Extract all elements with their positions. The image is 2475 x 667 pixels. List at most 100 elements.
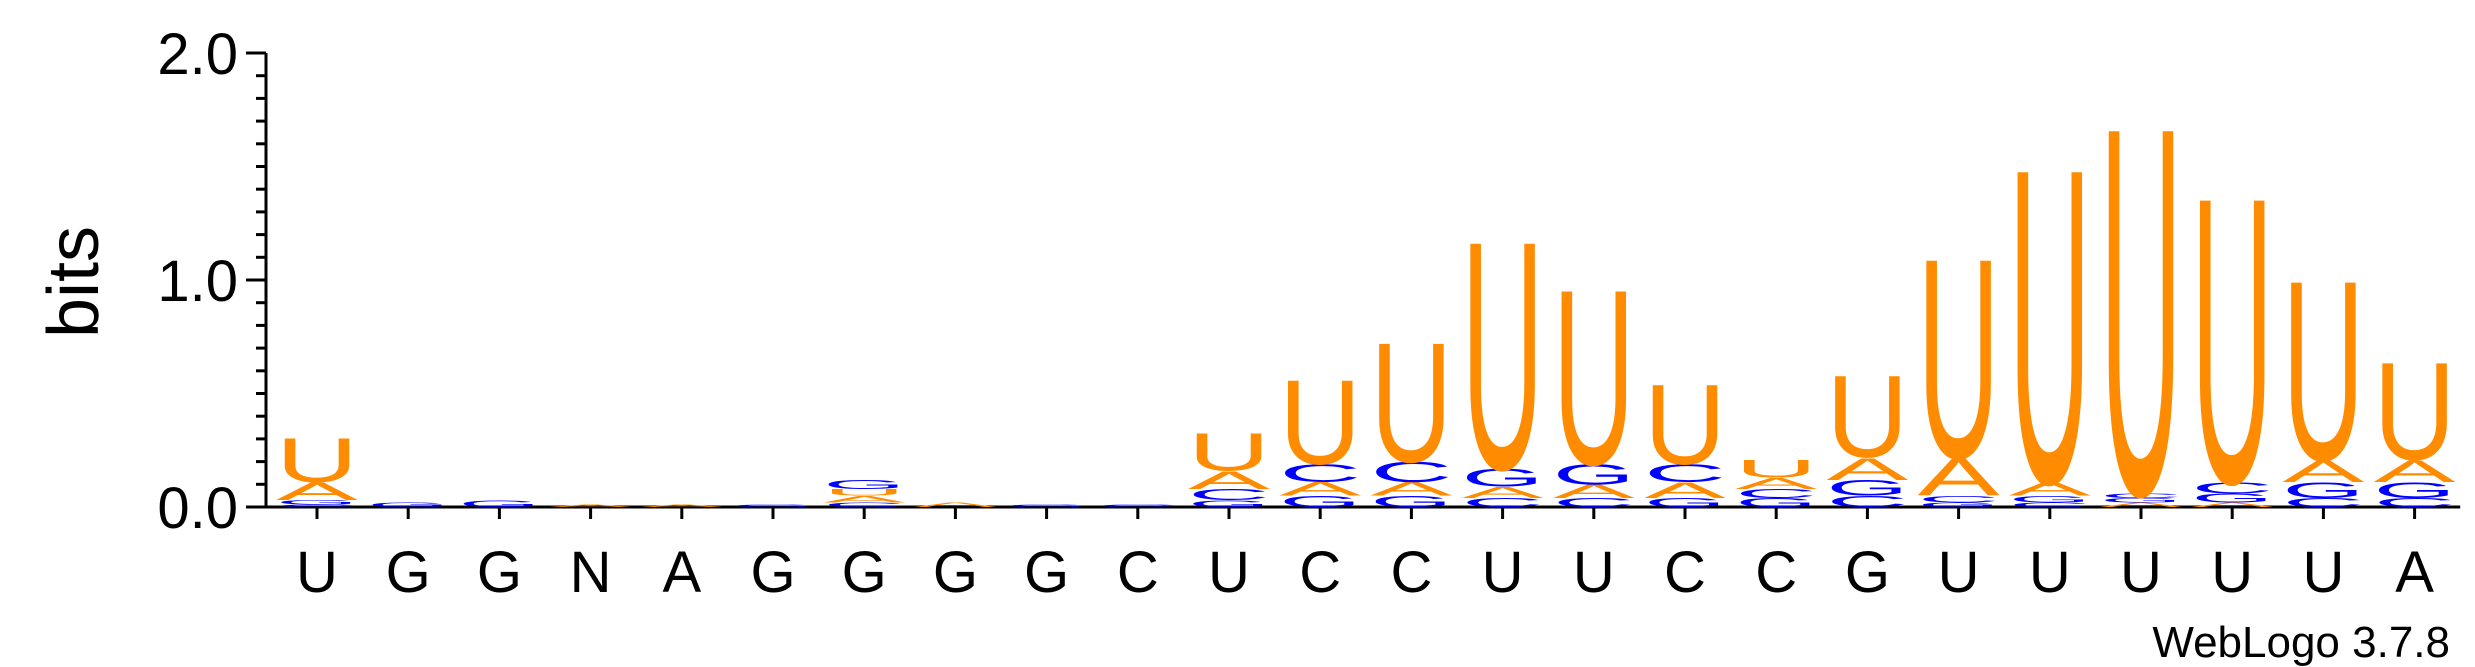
y-tick-label: 0.0 bbox=[157, 476, 238, 541]
logo-letter: C bbox=[1370, 456, 1452, 488]
x-tick-label: C bbox=[1299, 540, 1341, 605]
logo-letter: C bbox=[1553, 496, 1635, 510]
logo-letter: U bbox=[1553, 238, 1635, 518]
logo-letter: U bbox=[1735, 455, 1817, 483]
y-tick-label: 2.0 bbox=[157, 22, 238, 87]
logo-letter: G bbox=[2191, 491, 2273, 505]
logo-letter: U bbox=[1462, 174, 1544, 539]
x-tick-label: U bbox=[1938, 540, 1980, 605]
x-tick-label: U bbox=[2302, 540, 2344, 605]
logo-letter: G bbox=[1826, 476, 1908, 501]
logo-letter: U bbox=[1826, 352, 1908, 483]
x-tick-label: C bbox=[1117, 540, 1159, 605]
logo-letter: U bbox=[276, 424, 358, 495]
x-tick-label: A bbox=[662, 540, 701, 605]
logo-letter: C bbox=[1826, 493, 1908, 511]
logo-letter: C bbox=[1735, 487, 1817, 501]
logo-letter: C bbox=[1279, 459, 1361, 487]
logo-letter: A bbox=[2191, 501, 2274, 508]
x-tick-label: U bbox=[2120, 540, 2162, 605]
logo-letter: A bbox=[1279, 479, 1361, 500]
logo-letter: G bbox=[1735, 496, 1817, 510]
x-tick-label: C bbox=[1390, 540, 1432, 605]
logo-letter: A bbox=[1370, 479, 1452, 500]
logo-letter: C bbox=[2100, 492, 2182, 499]
logo-letter: A bbox=[1462, 484, 1544, 502]
x-tick-label: U bbox=[2211, 540, 2253, 605]
logo-letter: A bbox=[1644, 478, 1727, 503]
x-tick-label: G bbox=[842, 540, 887, 605]
logo-letter: A bbox=[1826, 451, 1909, 486]
logo-letter: A bbox=[1918, 447, 2001, 507]
x-tick-label: G bbox=[1024, 540, 1069, 605]
logo-letter: U bbox=[2282, 229, 2364, 515]
logo-letter: A bbox=[641, 504, 724, 508]
x-tick-label: A bbox=[2395, 540, 2434, 605]
x-tick-label: G bbox=[933, 540, 978, 605]
x-tick-label: U bbox=[1208, 540, 1250, 605]
logo-letter: G bbox=[276, 499, 358, 506]
logo-letter: U bbox=[1370, 307, 1452, 499]
logo-letter: A bbox=[550, 504, 633, 508]
logo-letter: U bbox=[1279, 356, 1361, 490]
logo-letter: A bbox=[2100, 501, 2183, 508]
x-tick-label: C bbox=[1664, 540, 1706, 605]
logo-letter: G bbox=[732, 504, 814, 508]
logo-letter: U bbox=[1918, 199, 2000, 518]
logo-letter: G bbox=[1462, 464, 1544, 492]
x-tick-label: G bbox=[750, 540, 795, 605]
x-tick-label: G bbox=[386, 540, 431, 605]
logo-letter: G bbox=[1918, 501, 2000, 508]
logo-letter: G bbox=[1644, 496, 1726, 510]
logo-letter: G bbox=[367, 501, 449, 508]
logo-letter: U bbox=[2191, 112, 2273, 569]
logo-letter: A bbox=[823, 494, 906, 505]
x-tick-label: C bbox=[1755, 540, 1797, 605]
logo-letter: G bbox=[1188, 499, 1270, 510]
logo-letter: C bbox=[1097, 504, 1179, 508]
logo-letter: U bbox=[2374, 333, 2456, 489]
y-tick-label: 1.0 bbox=[157, 249, 238, 314]
logo-letter: A bbox=[2374, 453, 2457, 488]
logo-letter: A bbox=[1735, 475, 1817, 493]
logo-letter: C bbox=[2374, 496, 2456, 510]
logo-letter: U bbox=[823, 487, 905, 498]
logo-letter: C bbox=[276, 504, 358, 508]
logo-letter: U bbox=[1644, 361, 1726, 489]
logo-letter: G bbox=[1279, 493, 1361, 511]
logo-letter: G bbox=[2374, 478, 2456, 503]
x-tick-label: U bbox=[1573, 540, 1615, 605]
logo-letter: G bbox=[2100, 497, 2182, 504]
logo-letter: G bbox=[2282, 478, 2364, 503]
logo-letter: G bbox=[2009, 494, 2091, 505]
logo-letter: C bbox=[2191, 479, 2273, 497]
x-tick-label: U bbox=[2029, 540, 2071, 605]
x-tick-label: U bbox=[1482, 540, 1524, 605]
logo-letter: C bbox=[1918, 494, 2000, 505]
x-tick-label: N bbox=[570, 540, 612, 605]
logo-letter: C bbox=[1188, 486, 1270, 504]
logo-letter: C bbox=[1644, 459, 1726, 487]
logo-letter: A bbox=[1188, 466, 1271, 494]
footer: WebLogo 3.7.8 bbox=[2152, 618, 2450, 667]
logo-letter: G bbox=[1006, 504, 1088, 508]
x-tick-label: U bbox=[296, 540, 338, 605]
logo-letter: G bbox=[1370, 493, 1452, 511]
logo-letter: A bbox=[276, 478, 359, 506]
x-tick-label: G bbox=[1845, 540, 1890, 605]
logo-letter: U bbox=[2100, 18, 2182, 606]
logo-letter: C bbox=[1462, 496, 1544, 510]
x-tick-label: G bbox=[477, 540, 522, 605]
logo-letter: U bbox=[1188, 422, 1270, 482]
y-axis-label: bits bbox=[34, 226, 114, 338]
logo-letter: G bbox=[458, 499, 540, 510]
logo-letter: C bbox=[823, 501, 905, 508]
logo-letter: A bbox=[914, 501, 997, 508]
logo-letter: A bbox=[1553, 481, 1635, 502]
logo-letter: U bbox=[2009, 76, 2091, 579]
logo-letter: A bbox=[2009, 479, 2091, 500]
logo-letter: C bbox=[2282, 496, 2364, 510]
logo-letter: A bbox=[2282, 453, 2365, 488]
